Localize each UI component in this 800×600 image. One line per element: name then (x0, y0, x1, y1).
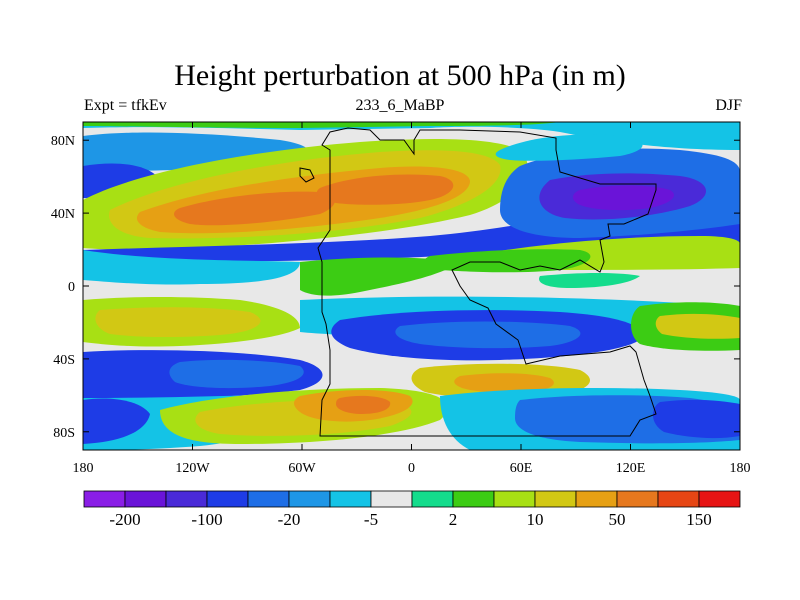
x-tick-label: 180 (730, 461, 751, 476)
y-tick-label: 0 (68, 280, 75, 295)
contour-green-equator (300, 257, 460, 296)
contour-yellow-south-west (95, 307, 261, 337)
colorbar-swatch (534, 490, 577, 508)
x-tick-label: 120W (175, 461, 210, 476)
x-tick-label: 60E (510, 461, 533, 476)
contour-cyan-asia (495, 134, 643, 161)
contour-cyan-tropic-west (83, 250, 300, 285)
x-tick-label: 120E (616, 461, 646, 476)
colorbar-label: 150 (686, 510, 712, 529)
contour-field (83, 122, 740, 450)
colorbar-swatch (452, 490, 495, 508)
colorbar-swatch (657, 490, 700, 508)
contour-midblue-south-band (395, 321, 581, 349)
axis-ticks: 180 120W 60W 0 60E 120E 180 80N 40N 0 40S 80S (51, 122, 751, 476)
colorbar-swatch (329, 490, 372, 508)
colorbar: -200 -100 -20 -5 2 10 50 150 (83, 490, 741, 529)
colorbar-swatch (493, 490, 536, 508)
contour-yellow-south-east (655, 313, 740, 339)
contour-green-north (83, 122, 560, 128)
season-label: DJF (715, 97, 742, 114)
y-tick-label: 80S (53, 426, 75, 441)
x-tick-label: 180 (73, 461, 94, 476)
contour-blue-far-south-east (652, 399, 740, 439)
contour-green-asia (423, 249, 591, 273)
y-tick-label: 40S (53, 353, 75, 368)
colorbar-swatch (575, 490, 618, 508)
run-label: 233_6_MaBP (355, 97, 445, 114)
colorbar-label: 2 (449, 510, 458, 529)
y-tick-label: 80N (51, 134, 75, 149)
contour-aqua-equator (539, 273, 640, 288)
contour-cyan-north (83, 122, 740, 150)
colorbar-label: -5 (364, 510, 378, 529)
contour-deep-orange-ridge-2 (316, 174, 454, 205)
x-tick-label: 60W (288, 461, 316, 476)
contour-blue-far-south-west (83, 398, 150, 444)
colorbar-label: -100 (191, 510, 222, 529)
contour-red-far-south (336, 395, 391, 414)
colorbar-swatch (124, 490, 167, 508)
colorbar-label: -200 (109, 510, 140, 529)
colorbar-label: -20 (278, 510, 301, 529)
colorbar-swatch (370, 490, 413, 508)
colorbar-swatch (165, 490, 208, 508)
x-tick-label: 0 (408, 461, 415, 476)
contour-deep-orange-ridge (174, 191, 335, 226)
contour-violet-trough (572, 185, 674, 211)
colorbar-label: 10 (527, 510, 544, 529)
contour-midblue-low-west (169, 359, 304, 389)
land-outline (317, 127, 657, 437)
colorbar-swatch (247, 490, 290, 508)
contour-orange-south-mid (454, 373, 554, 393)
colorbar-swatch (698, 490, 741, 508)
colorbar-label: 50 (609, 510, 626, 529)
colorbar-swatch (411, 490, 454, 508)
colorbar-swatch (83, 490, 126, 508)
colorbar-swatch (206, 490, 249, 508)
colorbar-swatch (288, 490, 331, 508)
contour-blue-trough (83, 173, 740, 262)
experiment-label: Expt = tfkEv (84, 97, 167, 114)
land-outline-island (299, 167, 315, 183)
chart-title: Height perturbation at 500 hPa (in m) (174, 59, 626, 92)
y-tick-label: 40N (51, 207, 75, 222)
colorbar-swatch (616, 490, 659, 508)
